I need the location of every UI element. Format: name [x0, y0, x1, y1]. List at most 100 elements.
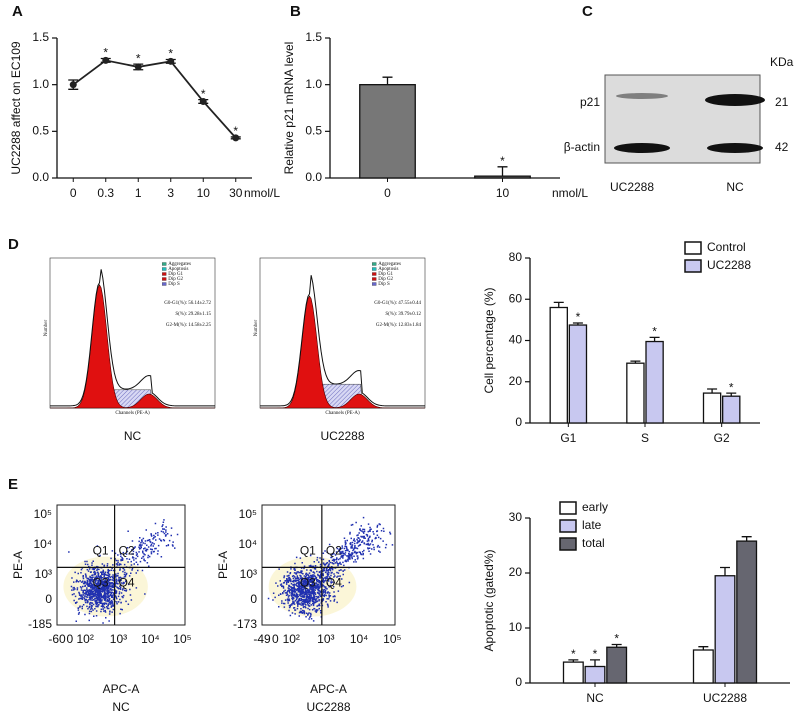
stat-label: G2-M(%): 14.58±2.25	[166, 323, 212, 328]
caption: UC2288	[320, 429, 364, 443]
significance-mark: *	[614, 632, 619, 646]
error-bar-line	[572, 322, 583, 326]
significance-mark: *	[729, 380, 734, 394]
legend-label: Dip S	[168, 282, 180, 287]
significance-mark: *	[201, 87, 206, 101]
x-tick-label: 0	[384, 186, 391, 200]
y-tick-label: 0.5	[305, 124, 322, 138]
legend-swatch	[162, 262, 167, 266]
y-tick-label: 1.5	[305, 30, 322, 44]
panel-label: C	[582, 3, 593, 20]
legend-label: Dip S	[378, 282, 390, 287]
error-bar	[726, 392, 737, 397]
axis-label: Number	[44, 319, 49, 336]
x-tick-label: G1	[560, 431, 576, 445]
x-tick-label: G2	[714, 431, 730, 445]
unit-label: KDa	[770, 55, 794, 69]
bar	[568, 324, 588, 424]
y-tick-label: 10⁴	[33, 537, 52, 551]
y-tick-label: 0	[515, 415, 522, 429]
legend-swatch	[372, 282, 377, 286]
error-bar-line	[497, 166, 508, 177]
y-tick-label: 10⁵	[239, 507, 257, 521]
quadrant-label: Q1	[93, 544, 109, 558]
y-tick-label: 0.0	[305, 170, 322, 184]
y-axis-label: Cell percentage (%)	[482, 287, 496, 393]
x-tick-label: -60	[48, 632, 66, 646]
stat-label: G0-G1(%): 47.55±0.44	[374, 301, 421, 306]
y-tick-label: 0.5	[32, 124, 49, 138]
legend-swatch	[162, 277, 167, 281]
band	[614, 143, 670, 153]
legend-label: Aggregates	[168, 262, 191, 267]
bar	[584, 665, 606, 684]
legend-label: early	[582, 500, 608, 514]
legend-label: Control	[707, 240, 746, 254]
x-tick-label: S	[641, 431, 649, 445]
caption: NC	[112, 700, 130, 714]
y-tick-label: 0	[45, 592, 52, 606]
legend-swatch	[162, 267, 167, 271]
legend-label: Dip G1	[168, 272, 183, 277]
error-bar	[630, 360, 641, 364]
y-tick-label: 30	[509, 510, 523, 524]
bar	[474, 175, 531, 179]
legend-label: Dip G2	[168, 277, 183, 282]
error-bar	[590, 659, 600, 667]
error-bar	[572, 322, 583, 326]
error-bar-line	[741, 536, 752, 542]
y-tick-label: 0.0	[32, 170, 49, 184]
error-bar-line	[720, 566, 730, 576]
legend-swatch	[372, 267, 377, 271]
bar	[606, 646, 628, 684]
error-bar-line	[568, 659, 579, 663]
axis-label: Channels (PE-A)	[325, 411, 360, 416]
size-label: 21	[775, 95, 789, 109]
dip-g-area	[50, 284, 215, 409]
band	[616, 93, 668, 99]
x-tick-label: 10²	[283, 632, 300, 646]
y-tick-label: 10⁵	[34, 507, 52, 521]
bar	[626, 362, 645, 424]
bar	[692, 649, 714, 684]
y-tick-label: 10	[509, 620, 523, 634]
row-label: p21	[580, 95, 600, 109]
bar	[714, 575, 736, 684]
x-tick-label: 0	[272, 632, 279, 646]
error-bar-line	[630, 360, 641, 364]
error-bar	[707, 388, 718, 394]
stat-label: S(%): 39.79±0.12	[385, 312, 421, 317]
significance-mark: *	[136, 51, 141, 65]
quadrant-label: Q2	[326, 544, 342, 558]
bar	[645, 340, 664, 424]
legend-swatch	[372, 262, 377, 266]
error-bar	[568, 659, 579, 663]
quadrant-label: Q3	[300, 576, 316, 590]
point	[69, 81, 77, 89]
event-dots	[267, 516, 394, 622]
caption: NC	[124, 429, 142, 443]
bar	[549, 306, 568, 424]
stat-label: S(%): 29.28±1.15	[175, 312, 211, 317]
error-bar-line	[611, 643, 622, 648]
x-tick-label: 10	[197, 186, 211, 200]
dip-g-area	[260, 295, 425, 409]
fit-curve	[260, 275, 425, 407]
significance-mark: *	[233, 124, 238, 138]
legend-label: Apoptosis	[168, 267, 188, 272]
error-bar-line	[590, 659, 600, 667]
significance-mark: *	[103, 46, 108, 60]
legend-swatch	[559, 519, 577, 533]
legend-label: Dip G1	[378, 272, 393, 277]
significance-mark: *	[593, 647, 598, 661]
axis-label: PE-A	[216, 551, 230, 579]
x-tick-label: 10⁴	[141, 632, 160, 646]
fit-curve	[50, 269, 215, 407]
legend-swatch	[372, 272, 377, 276]
x-tick-label: -49	[253, 632, 271, 646]
point	[167, 57, 175, 65]
error-bar-line	[698, 646, 709, 650]
y-tick-label: 20	[509, 374, 523, 388]
y-tick-label: 40	[509, 333, 523, 347]
